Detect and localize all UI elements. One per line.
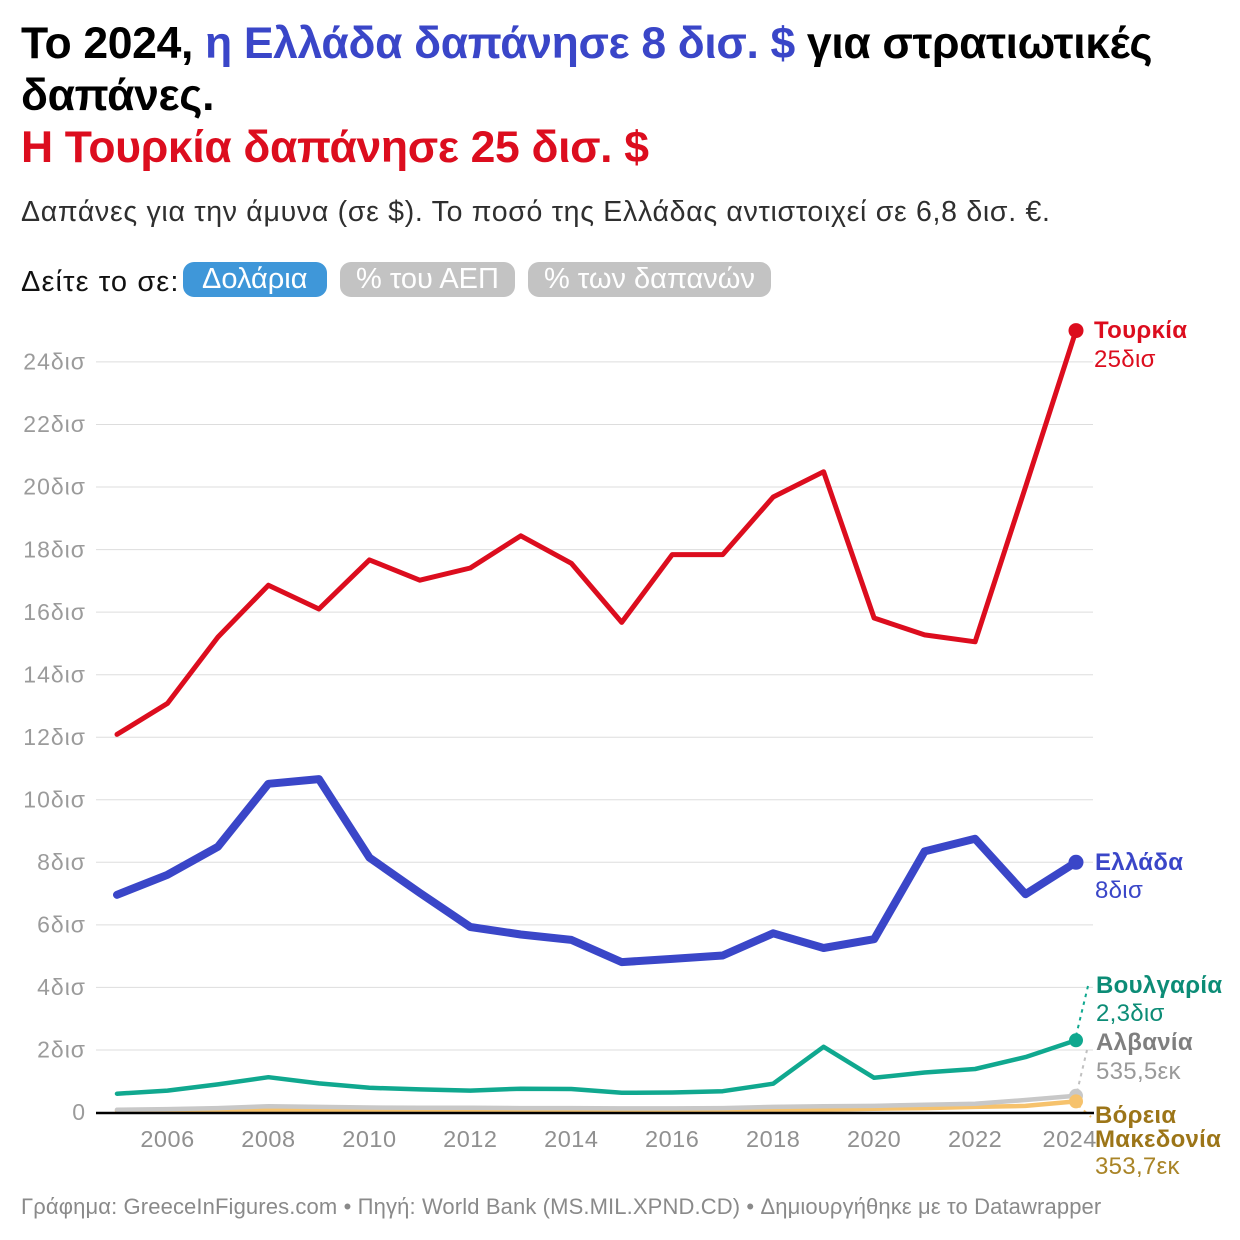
svg-text:Ελλάδα: Ελλάδα: [1095, 849, 1183, 876]
svg-text:Αλβανία: Αλβανία: [1096, 1029, 1193, 1056]
svg-text:2010: 2010: [342, 1126, 396, 1152]
svg-text:0: 0: [72, 1099, 86, 1125]
svg-text:Βουλγαρία: Βουλγαρία: [1096, 972, 1222, 999]
svg-text:6δισ: 6δισ: [37, 912, 86, 938]
svg-text:Μακεδονία: Μακεδονία: [1095, 1126, 1221, 1153]
svg-text:Γράφημα: GreeceInFigures.com •: Γράφημα: GreeceInFigures.com • Πηγή: Wor…: [21, 1194, 1101, 1219]
svg-text:2014: 2014: [544, 1126, 598, 1152]
svg-text:25δισ: 25δισ: [1094, 346, 1156, 373]
svg-text:2018: 2018: [746, 1126, 800, 1152]
svg-text:8δισ: 8δισ: [1095, 877, 1143, 904]
svg-text:Βόρεια: Βόρεια: [1095, 1102, 1176, 1129]
svg-text:4δισ: 4δισ: [37, 974, 86, 1000]
svg-text:18δισ: 18δισ: [23, 536, 86, 562]
svg-text:22δισ: 22δισ: [23, 411, 86, 437]
svg-text:Τουρκία: Τουρκία: [1094, 317, 1187, 344]
svg-text:2006: 2006: [140, 1126, 194, 1152]
svg-text:353,7εκ: 353,7εκ: [1095, 1153, 1181, 1180]
svg-text:2008: 2008: [241, 1126, 295, 1152]
svg-text:12δισ: 12δισ: [23, 724, 86, 750]
svg-text:535,5εκ: 535,5εκ: [1096, 1058, 1182, 1085]
svg-text:2016: 2016: [645, 1126, 699, 1152]
svg-text:2022: 2022: [948, 1126, 1002, 1152]
svg-text:2024: 2024: [1043, 1126, 1097, 1152]
svg-text:2020: 2020: [847, 1126, 901, 1152]
svg-text:2012: 2012: [443, 1126, 497, 1152]
svg-text:24δισ: 24δισ: [23, 349, 86, 375]
svg-text:10δισ: 10δισ: [23, 787, 86, 813]
svg-text:2,3δισ: 2,3δισ: [1096, 1000, 1165, 1027]
svg-text:16δισ: 16δισ: [23, 599, 86, 625]
svg-text:20δισ: 20δισ: [23, 474, 86, 500]
svg-text:8δισ: 8δισ: [37, 849, 86, 875]
svg-text:14δισ: 14δισ: [23, 661, 86, 687]
svg-text:2δισ: 2δισ: [37, 1037, 86, 1063]
